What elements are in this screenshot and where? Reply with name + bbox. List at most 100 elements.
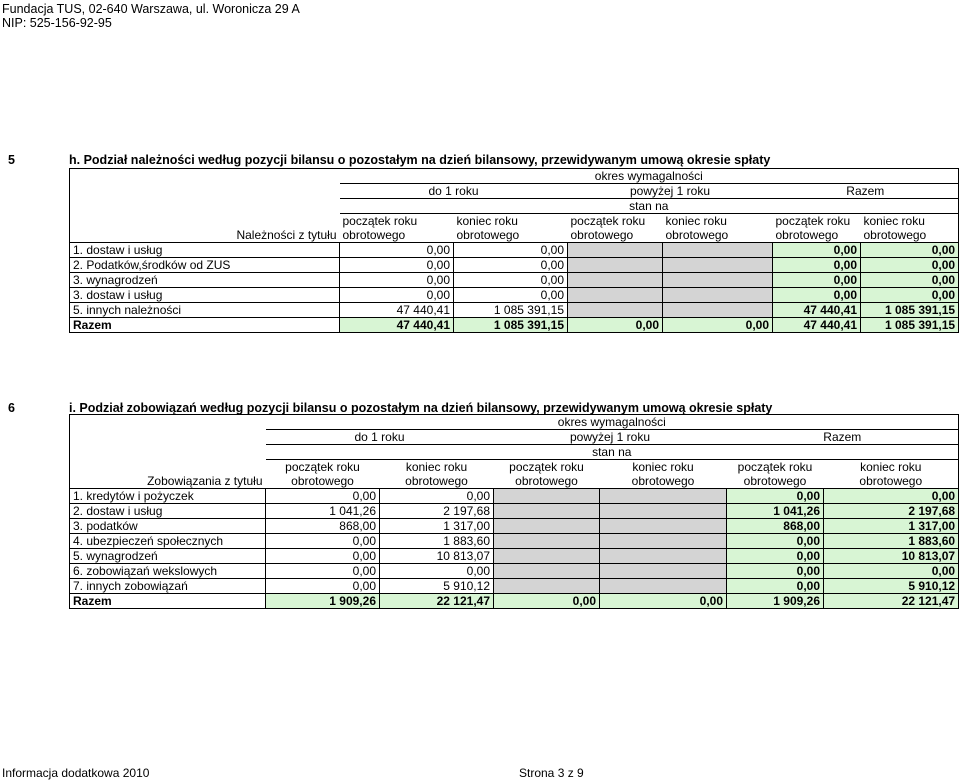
state-as-of-header: stan na — [339, 198, 960, 214]
section-6-number: 6 — [8, 401, 15, 415]
value-cell: 0,00 — [726, 578, 824, 594]
value-cell: 0,00 — [453, 272, 568, 288]
value-cell: 0,00 — [859, 257, 960, 273]
row-label: 5. innych należności — [69, 302, 340, 318]
col-header-bottom: obrotowego — [567, 228, 663, 243]
value-cell — [493, 488, 600, 504]
total-value-cell: 47 440,41 — [772, 317, 861, 333]
value-cell: 868,00 — [726, 518, 824, 534]
value-cell — [493, 533, 600, 549]
group-up-to-1-year: do 1 roku — [265, 429, 494, 445]
footer-page-number: Strona 3 z 9 — [519, 766, 584, 780]
col-header-bottom: obrotowego — [379, 474, 494, 489]
value-cell: 0,00 — [772, 272, 861, 288]
row-label-header: Zobowiązania z tytułu — [69, 474, 266, 489]
col-header-top: początek roku — [265, 459, 380, 474]
state-as-of-header: stan na — [265, 444, 960, 460]
value-cell — [493, 503, 600, 519]
section-5-number: 5 — [8, 153, 15, 167]
col-header-bottom: obrotowego — [726, 474, 824, 489]
value-cell — [493, 518, 600, 534]
value-cell: 0,00 — [453, 257, 568, 273]
value-cell: 0,00 — [339, 242, 454, 258]
value-cell: 2 197,68 — [822, 503, 960, 519]
col-header-bottom: obrotowego — [339, 228, 454, 243]
value-cell — [599, 518, 727, 534]
col-header-top: koniec roku — [599, 459, 727, 474]
table-row: 4. ubezpieczeń społecznych 0,00 1 883,60 0,… — [69, 533, 960, 549]
value-cell: 0,00 — [859, 272, 960, 288]
table-row: 6. zobowiązań wekslowych 0,00 0,00 0,00 0,00 — [69, 563, 960, 579]
col-header-bottom: obrotowego — [772, 228, 861, 243]
value-cell — [567, 287, 663, 303]
col-header-top: koniec roku — [860, 213, 960, 228]
col-header-top: koniec roku — [823, 459, 960, 474]
total-value-cell: 22 121,47 — [379, 593, 494, 609]
value-cell — [662, 242, 773, 258]
value-cell: 1 041,26 — [726, 503, 824, 519]
value-cell: 0,00 — [822, 563, 960, 579]
total-row: Razem 47 440,41 1 085 391,15 0,00 0,00 47 440… — [69, 317, 960, 333]
value-cell: 1 883,60 — [379, 533, 494, 549]
row-label: 6. zobowiązań wekslowych — [69, 563, 266, 579]
col-header-top: koniec roku — [662, 213, 773, 228]
value-cell: 0,00 — [339, 287, 454, 303]
row-label: 4. ubezpieczeń społecznych — [69, 533, 266, 549]
table-row: 5. innych należności 47 440,41 1 085 391,1… — [69, 302, 960, 318]
value-cell: 0,00 — [265, 548, 380, 564]
value-cell: 1 317,00 — [822, 518, 960, 534]
value-cell: 0,00 — [379, 563, 494, 579]
value-cell: 0,00 — [859, 287, 960, 303]
row-label: 3. podatków — [69, 518, 266, 534]
total-value-cell: 22 121,47 — [822, 593, 960, 609]
value-cell: 0,00 — [772, 257, 861, 273]
value-cell — [567, 272, 663, 288]
section-6-title: i. Podział zobowiązań według pozycji bil… — [69, 401, 773, 415]
value-cell: 0,00 — [339, 272, 454, 288]
value-cell: 0,00 — [265, 563, 380, 579]
row-label: 1. kredytów i pożyczek — [69, 488, 266, 504]
table-row: 3. wynagrodzeń 0,00 0,00 0,00 0,00 — [69, 272, 960, 288]
row-label: 3. dostaw i usług — [69, 287, 340, 303]
value-cell — [493, 578, 600, 594]
group-over-1-year: powyżej 1 roku — [493, 429, 727, 445]
table-row: 2. Podatków,środków od ZUS 0,00 0,00 0,00 0,… — [69, 257, 960, 273]
col-header-top: początek roku — [772, 213, 861, 228]
total-value-cell: 1 909,26 — [726, 593, 824, 609]
row-label: 2. dostaw i usług — [69, 503, 266, 519]
col-header-top: początek roku — [726, 459, 824, 474]
value-cell: 2 197,68 — [379, 503, 494, 519]
value-cell: 0,00 — [265, 578, 380, 594]
group-up-to-1-year: do 1 roku — [339, 183, 568, 199]
period-header: okres wymagalności — [265, 414, 960, 430]
value-cell: 0,00 — [265, 533, 380, 549]
total-value-cell: 0,00 — [493, 593, 600, 609]
value-cell: 0,00 — [339, 257, 454, 273]
value-cell: 10 813,07 — [822, 548, 960, 564]
value-cell: 0,00 — [726, 533, 824, 549]
value-cell: 868,00 — [265, 518, 380, 534]
value-cell: 1 317,00 — [379, 518, 494, 534]
value-cell: 47 440,41 — [772, 302, 861, 318]
value-cell: 0,00 — [379, 488, 494, 504]
value-cell: 0,00 — [726, 548, 824, 564]
value-cell — [599, 548, 727, 564]
row-label: 3. wynagrodzeń — [69, 272, 340, 288]
col-header-top: początek roku — [339, 213, 454, 228]
value-cell: 0,00 — [726, 488, 824, 504]
value-cell: 0,00 — [453, 287, 568, 303]
value-cell: 0,00 — [822, 488, 960, 504]
col-header-top: koniec roku — [379, 459, 494, 474]
value-cell — [567, 257, 663, 273]
value-cell: 0,00 — [772, 287, 861, 303]
col-header-bottom: obrotowego — [823, 474, 960, 489]
total-value-cell: 1 909,26 — [265, 593, 380, 609]
value-cell: 0,00 — [772, 242, 861, 258]
row-label-header: Należności z tytułu — [69, 228, 340, 243]
total-value-cell: 1 085 391,15 — [453, 317, 568, 333]
value-cell: 5 910,12 — [379, 578, 494, 594]
total-label: Razem — [69, 593, 266, 609]
row-label: 1. dostaw i usług — [69, 242, 340, 258]
table-row: 5. wynagrodzeń 0,00 10 813,07 0,00 10 813,07 — [69, 548, 960, 564]
total-value-cell: 0,00 — [599, 593, 727, 609]
